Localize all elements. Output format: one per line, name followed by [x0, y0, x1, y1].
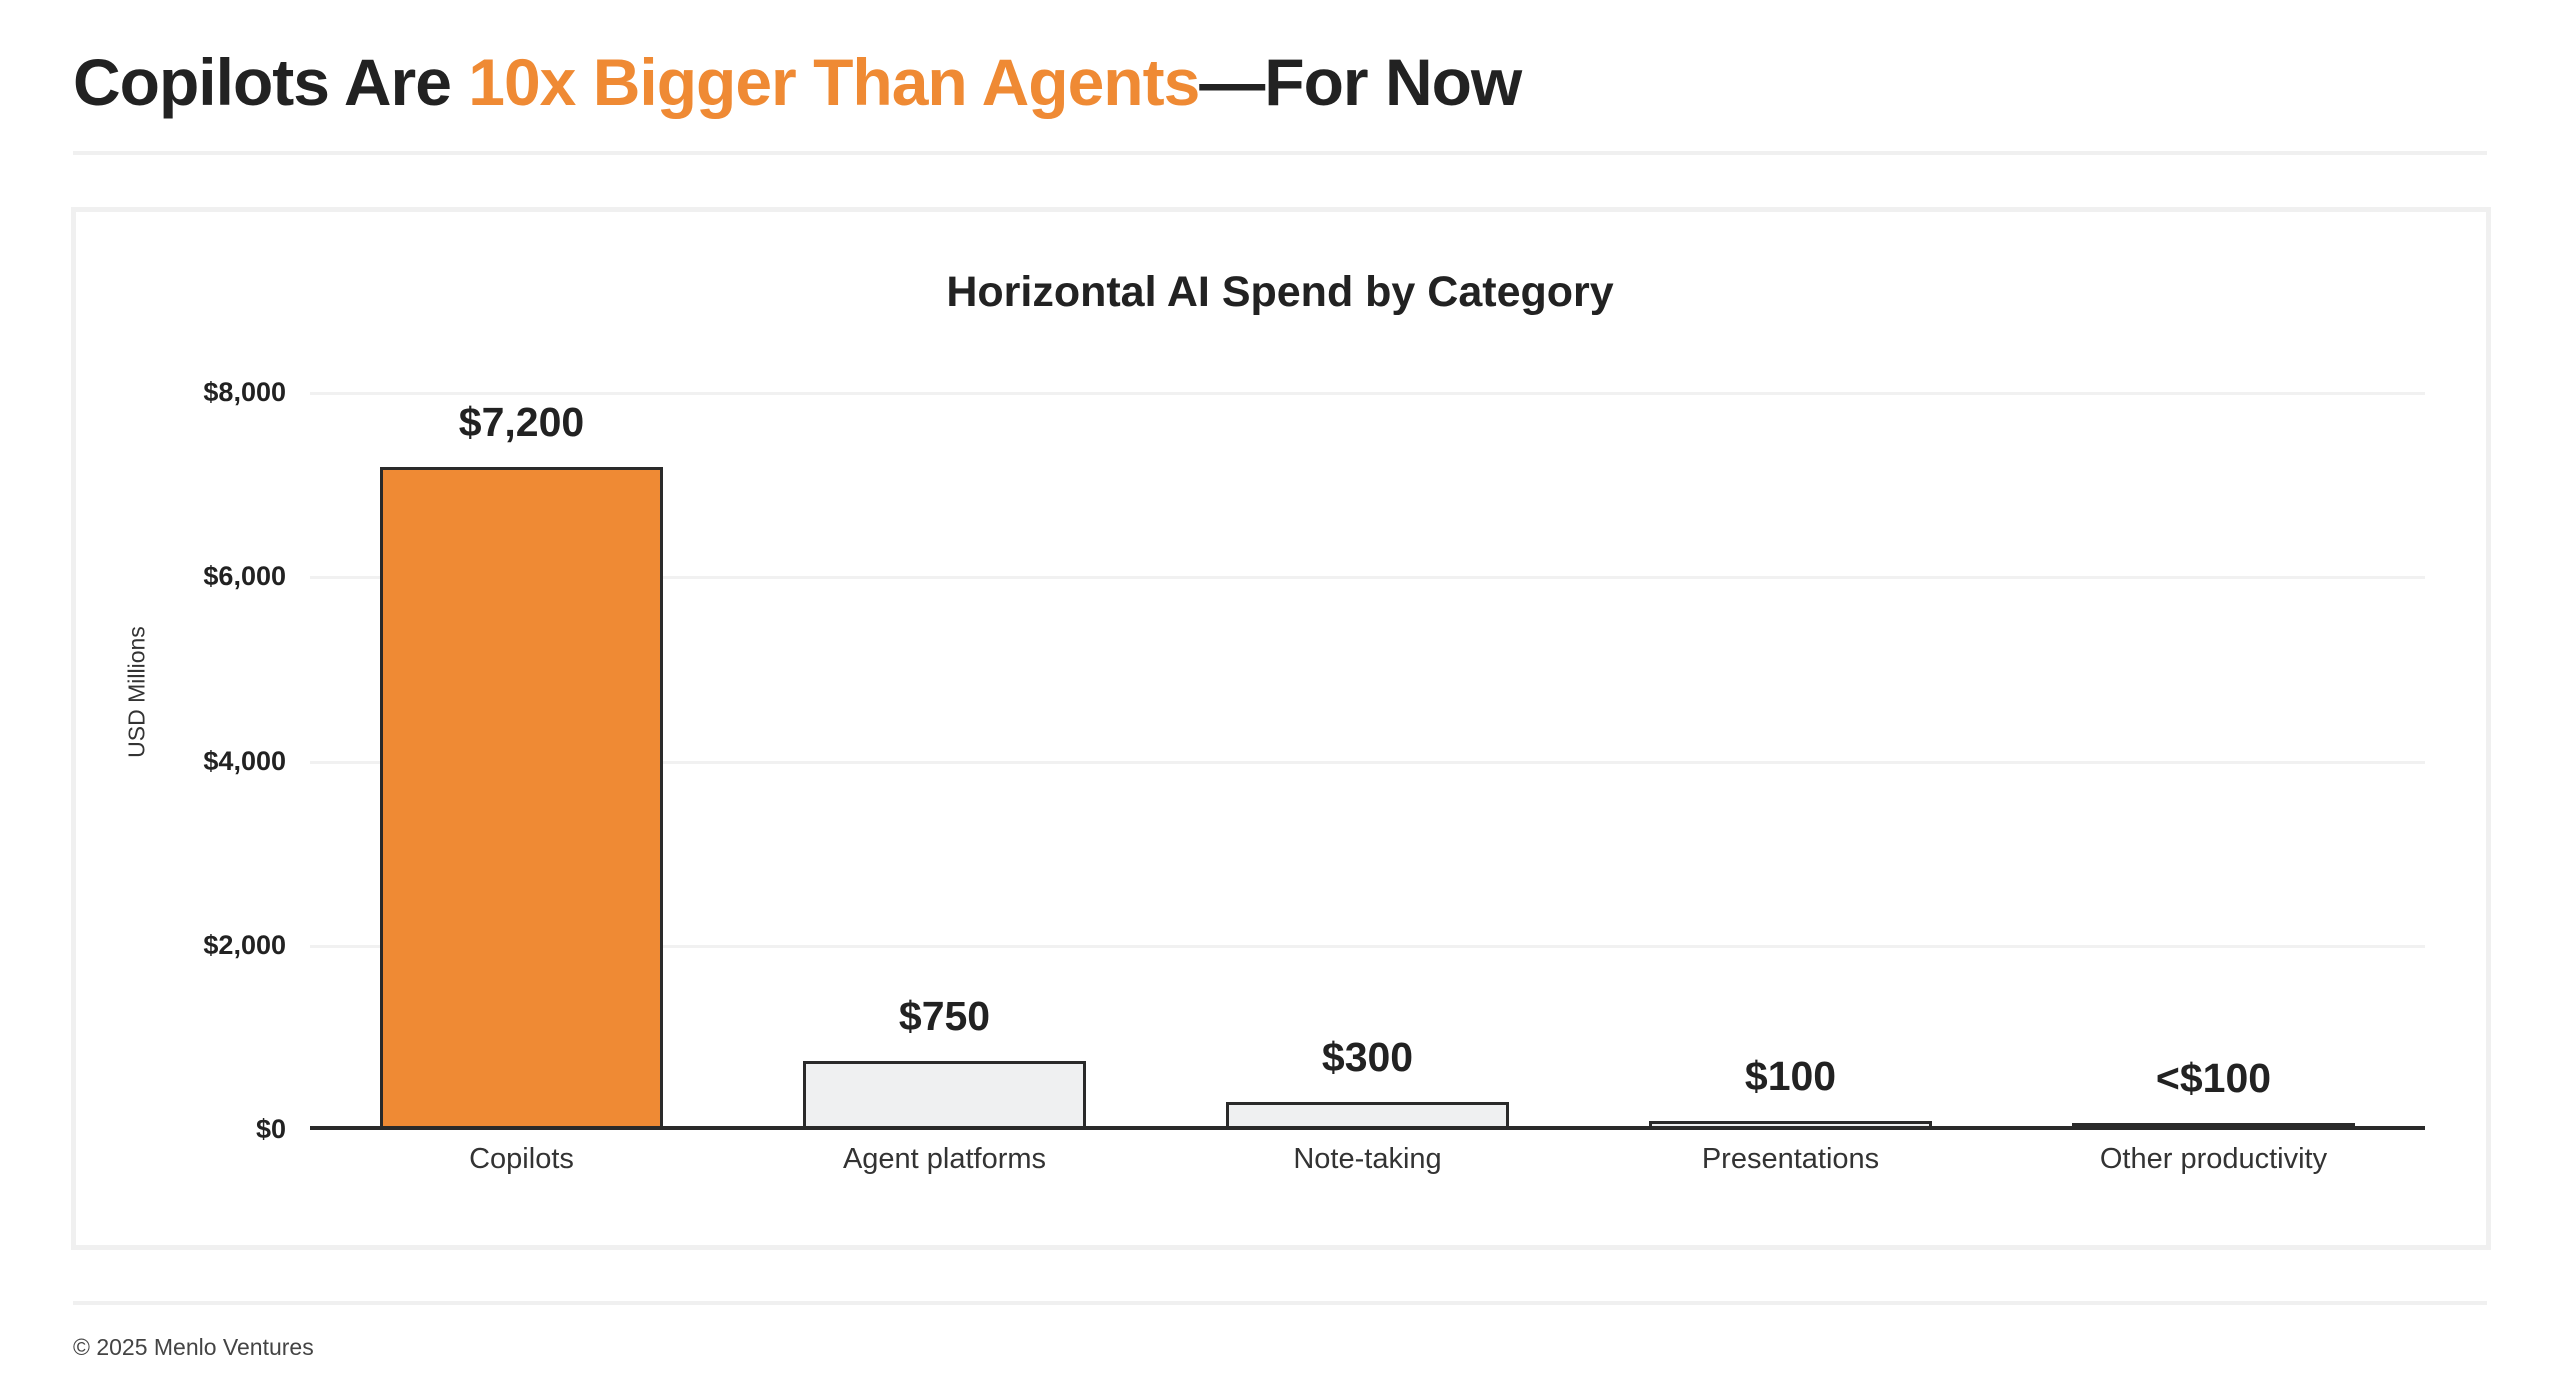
header-divider [73, 151, 2487, 155]
bar-value-label: $7,200 [458, 398, 585, 445]
title-part-1: Copilots Are [73, 45, 469, 119]
y-axis-label: USD Millions [123, 626, 150, 758]
gridline [310, 392, 2425, 395]
bar-note-taking [1226, 1102, 1509, 1130]
title-part-2: —For Now [1199, 45, 1522, 119]
title-highlight: 10x Bigger Than Agents [468, 45, 1200, 119]
bar-value-label: $100 [1744, 1052, 1837, 1099]
y-tick-label: $8,000 [203, 377, 286, 407]
y-tick-label: $2,000 [203, 929, 286, 960]
copyright-text: © 2025 Menlo Ventures [73, 1334, 314, 1360]
bar-copilots [380, 466, 663, 1130]
gridline [310, 576, 2425, 580]
y-tick-label: $0 [255, 1114, 286, 1144]
footer-divider [73, 1301, 2487, 1305]
bar-value-label: <$100 [2155, 1055, 2272, 1101]
bar-presentations [1649, 1120, 1932, 1130]
y-tick-label: $6,000 [203, 561, 286, 592]
category-label: Copilots [469, 1143, 574, 1175]
category-label: Presentations [1701, 1143, 1880, 1175]
category-label: Other productivity [2099, 1143, 2328, 1175]
x-axis-baseline [310, 1126, 2425, 1130]
page-title: Copilots Are 10x Bigger Than Agents—For … [73, 44, 1522, 120]
bar-value-label: $300 [1321, 1034, 1414, 1081]
bar-agent-platforms [803, 1060, 1086, 1130]
category-label: Agent platforms [842, 1143, 1047, 1175]
chart-title: Horizontal AI Spend by Category [946, 268, 1614, 316]
bar-value-label: $750 [898, 992, 991, 1039]
y-tick-label: $4,000 [203, 745, 286, 776]
category-label: Note-taking [1293, 1143, 1442, 1175]
gridline [310, 944, 2425, 948]
gridline [310, 760, 2425, 764]
